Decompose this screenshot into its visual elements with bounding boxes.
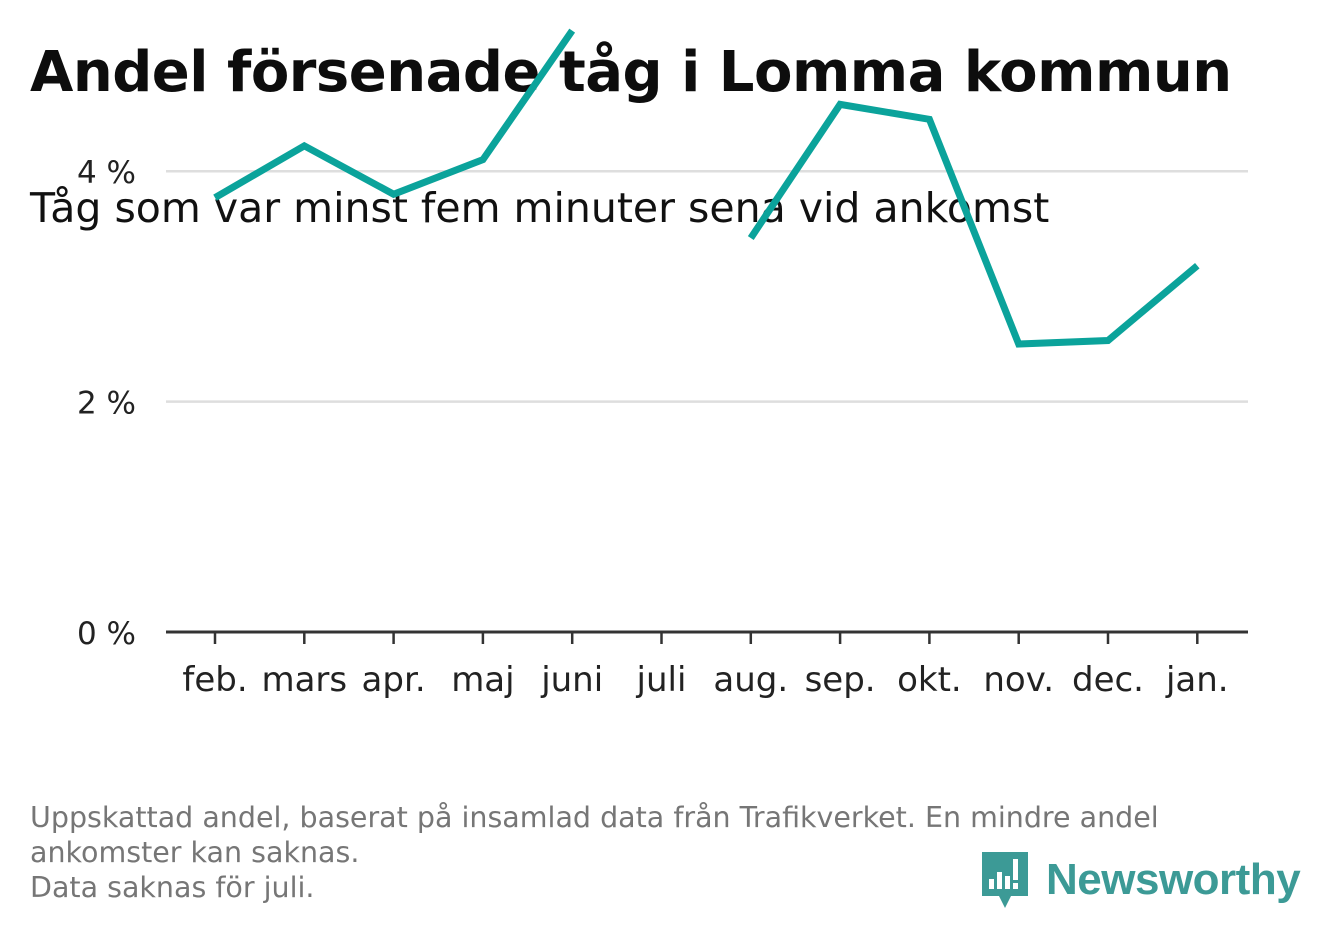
footnote-line-2: ankomster kan saknas. [30,836,360,869]
y-tick-label: 0 % [77,616,136,652]
footnote-line-1: Uppskattad andel, baserat på insamlad da… [30,801,1159,834]
x-tick-label: sep. [805,660,876,700]
line-chart: 0 % 2 % 4 % feb. mars apr. maj juni juli aug. sep.… [77,28,1248,700]
x-tick-label: jan. [1165,660,1229,700]
newsworthy-brand: Newsworthy [980,850,1301,910]
x-tick-label: aug. [713,660,788,700]
x-tick-label: juni [540,660,603,700]
x-tick-label: mars [261,660,347,700]
newsworthy-logo-icon [982,852,1028,908]
brand-name: Newsworthy [1046,855,1301,904]
x-tick-label: feb. [182,660,247,700]
footnote-line-3: Data saknas för juli. [30,871,315,904]
series-line [213,28,576,201]
x-tick-label: apr. [362,660,426,700]
x-tick-label: okt. [897,660,962,700]
series-line [747,100,1200,348]
chart-subtitle: Tåg som var minst fem minuter sena vid a… [30,184,1050,232]
x-tick-label: nov. [983,660,1054,700]
x-tick-label: dec. [1072,660,1144,700]
x-tick-label: maj [451,660,514,700]
x-tick-label: juli [636,660,687,700]
chart-title: Andel försenade tåg i Lomma kommun [30,40,1232,105]
y-tick-label: 2 % [77,386,136,422]
chart-footnote: Uppskattad andel, baserat på insamlad da… [30,800,1280,905]
y-tick-label: 4 % [77,155,136,191]
